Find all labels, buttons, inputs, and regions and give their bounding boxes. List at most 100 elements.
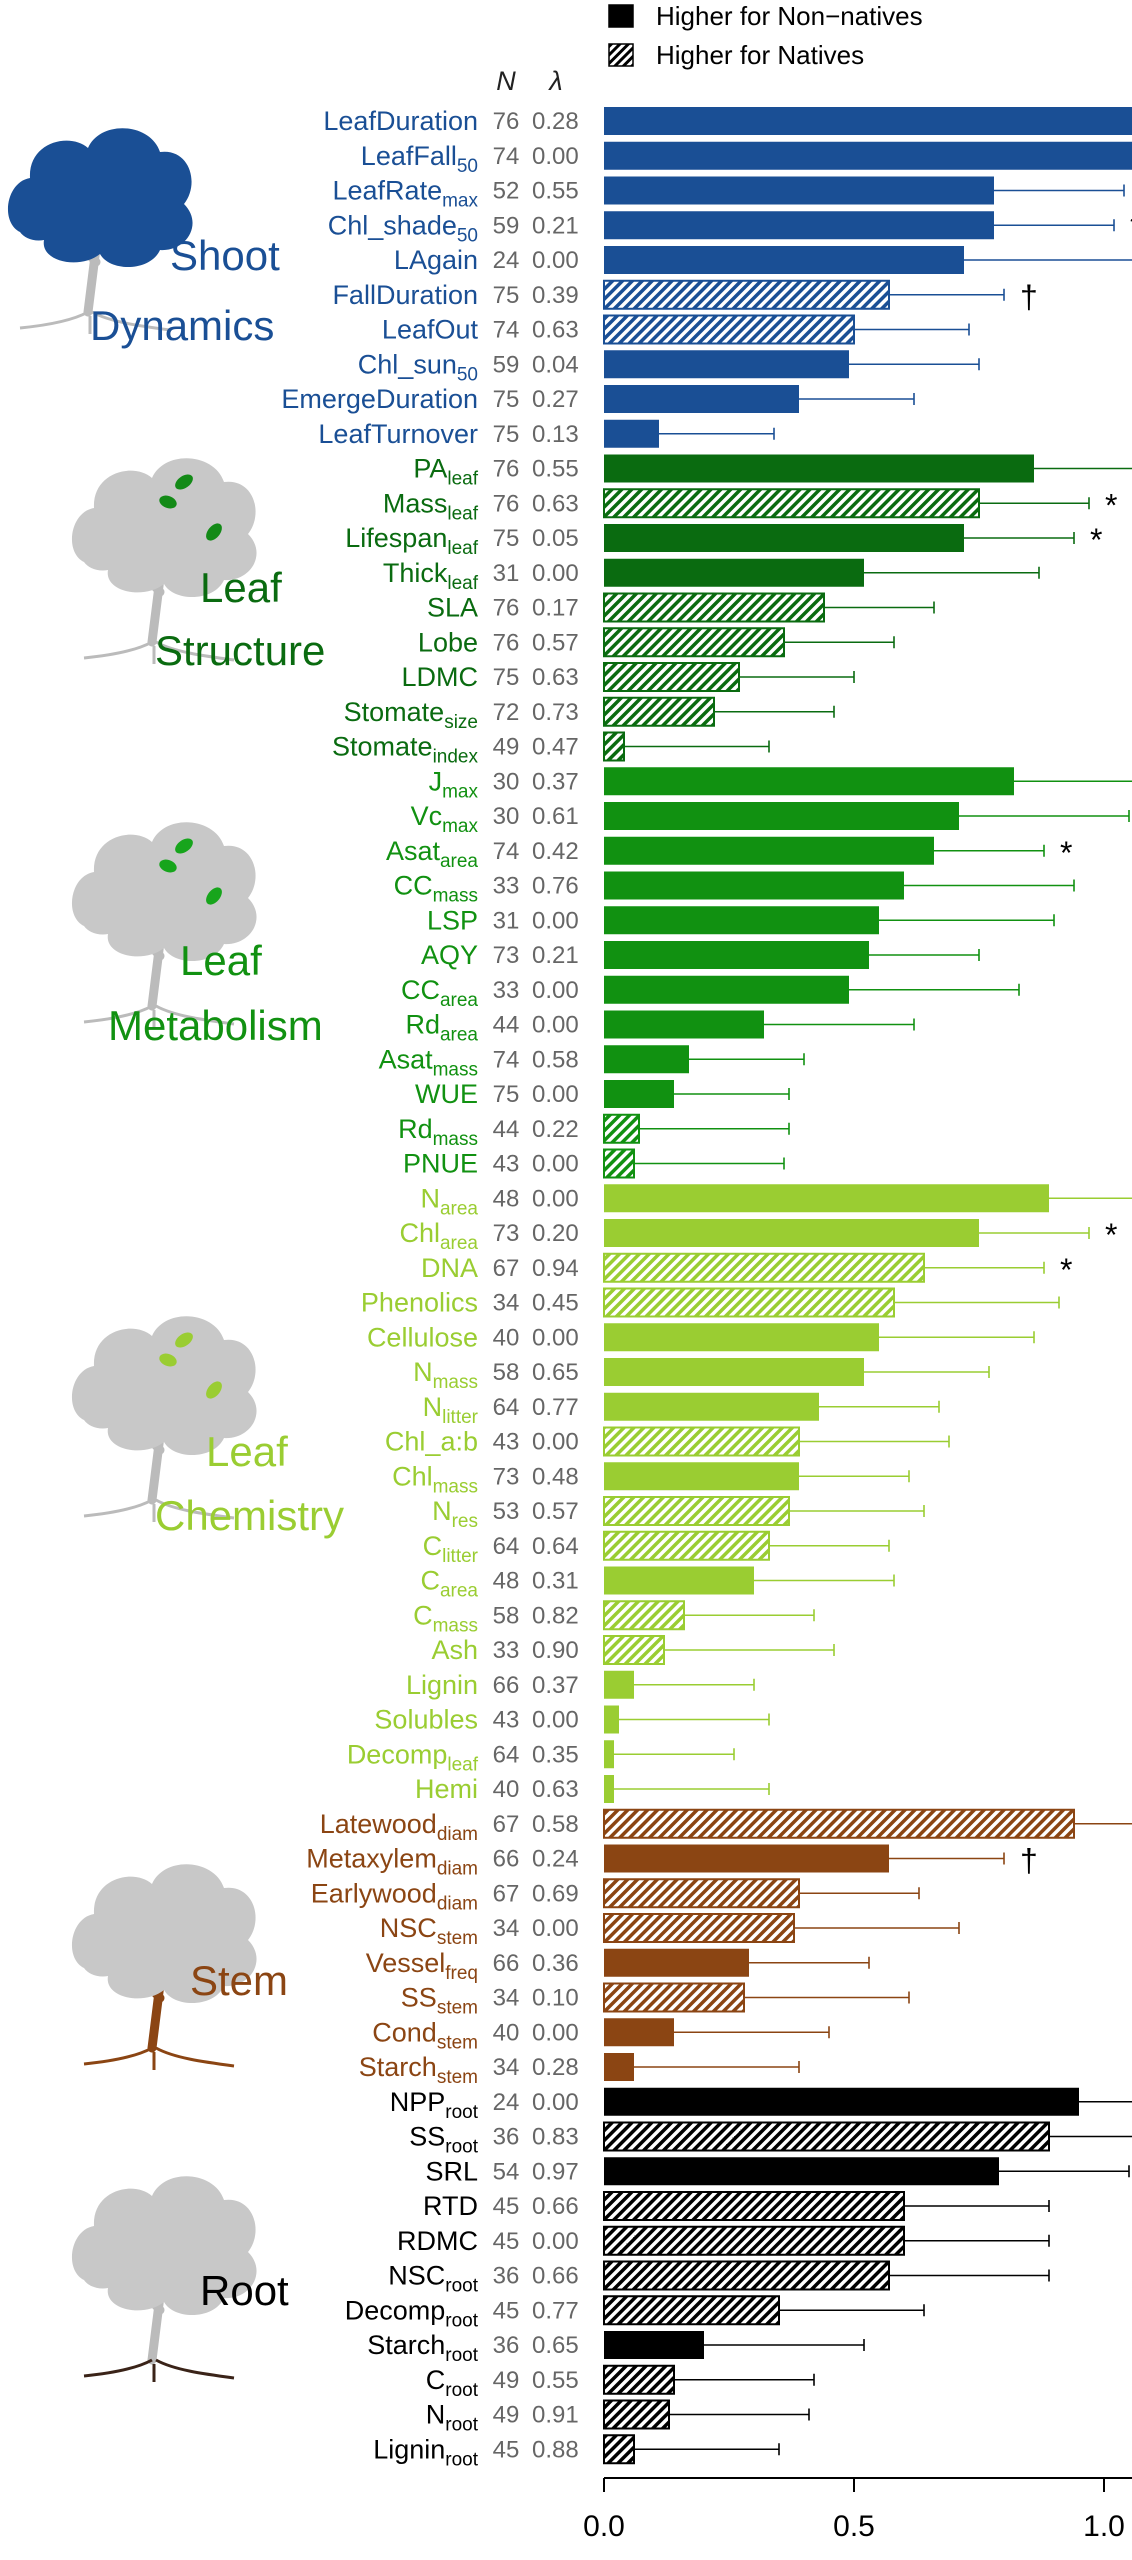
- trait-label: Chl_shade50: [328, 210, 478, 246]
- trait-label: Condstem: [372, 2017, 478, 2053]
- trait-row: LSP 31 0.00: [427, 905, 1055, 935]
- sample-size: 34: [493, 1985, 520, 2012]
- trait-row: Nmass 58 0.65: [413, 1357, 990, 1393]
- bar: [603, 2260, 890, 2291]
- trait-label: Ash: [431, 1635, 478, 1665]
- bar: [603, 1982, 745, 2013]
- trait-row: Vesselfreq 66 0.36: [366, 1948, 870, 1984]
- trait-subscript: leaf: [447, 469, 478, 490]
- trait-name: Asat: [379, 1044, 434, 1074]
- sample-size: 66: [493, 1672, 520, 1699]
- trait-name: NSC: [380, 1913, 437, 1943]
- trait-name: N: [423, 1392, 443, 1422]
- bar: [603, 1878, 800, 1909]
- trait-subscript: root: [445, 2380, 478, 2401]
- tree-icon: [71, 1864, 257, 2070]
- bar: [604, 1775, 614, 1803]
- trait-row: CCarea 33 0.00: [401, 975, 1020, 1011]
- group-name: Stem: [190, 1957, 288, 2004]
- group-name: Shoot: [170, 232, 280, 279]
- trait-rows: LeafDuration760.28***LeafFall50740.00***…: [281, 106, 1132, 2470]
- tree-roots: [83, 1498, 235, 1522]
- trait-row: Condstem 40 0.00: [372, 2017, 830, 2053]
- sample-size: 76: [493, 108, 520, 135]
- trait-row: Phenolics 34 0.45: [361, 1287, 1060, 1318]
- legend-swatch-hatched: [608, 43, 634, 67]
- significance-marker: *: [1130, 209, 1132, 245]
- sample-size: 44: [493, 1116, 520, 1143]
- bar: [603, 2364, 675, 2395]
- trait-label: Lifespanleaf: [345, 523, 478, 559]
- bar: [604, 350, 849, 379]
- sample-size: 64: [493, 1533, 520, 1560]
- trait-name: LDMC: [401, 662, 478, 692]
- trait-subscript: root: [445, 2276, 478, 2297]
- lambda-value: 0.88: [532, 2436, 579, 2463]
- bar: [603, 592, 825, 623]
- trait-label: DNA: [421, 1253, 478, 1283]
- trait-label: Rdarea: [405, 1010, 478, 1046]
- bar: [604, 454, 1034, 483]
- trait-label: LeafRatemax: [333, 176, 479, 212]
- trait-row: Solubles 43 0.00: [374, 1705, 770, 1735]
- lambda-value: 0.39: [532, 282, 579, 309]
- lambda-value: 0.21: [532, 212, 579, 239]
- trait-label: Croot: [426, 2365, 479, 2401]
- leaf-icon: [159, 1353, 177, 1367]
- lambda-value: 0.00: [532, 143, 579, 170]
- bar: [603, 2121, 1050, 2152]
- leaf-icon: [175, 838, 193, 854]
- tree-roots: [83, 2358, 235, 2382]
- group-name: Root: [200, 2267, 289, 2314]
- lambda-value: 0.27: [532, 386, 579, 413]
- lambda-value: 0.77: [532, 1394, 579, 1421]
- trait-name: Lobe: [418, 627, 478, 657]
- trait-label: CCarea: [401, 975, 478, 1011]
- lambda-value: 0.48: [532, 1463, 579, 1490]
- bar: [604, 176, 994, 205]
- sample-size: 52: [493, 178, 520, 205]
- sample-size: 75: [493, 421, 520, 448]
- x-tick-label: 1.0: [1083, 2510, 1125, 2543]
- trait-label: LeafDuration: [323, 106, 478, 136]
- trait-label: Earlywooddiam: [311, 1878, 478, 1914]
- bar: [603, 1496, 790, 1526]
- group-name: Structure: [155, 627, 325, 674]
- bar: [604, 1948, 749, 1977]
- lambda-value: 0.66: [532, 2193, 579, 2220]
- bar: [603, 488, 980, 519]
- tree-icon: [71, 1316, 257, 1522]
- trait-name: LeafTurnover: [318, 419, 478, 449]
- trait-subscript: leaf: [447, 573, 478, 594]
- sample-size: 64: [493, 1394, 520, 1421]
- trait-name: Hemi: [415, 1774, 478, 1804]
- trait-label: Thickleaf: [383, 558, 479, 594]
- trait-label: Chl_sun50: [358, 349, 478, 385]
- leaf-icon: [206, 1381, 222, 1399]
- trait-row: Chlarea 73 0.20 *: [399, 1217, 1117, 1254]
- trait-label: SSroot: [409, 2122, 478, 2158]
- tree-canopy: [71, 822, 257, 962]
- trait-row: NSCroot 36 0.66: [388, 2260, 1050, 2297]
- x-axis: 0.00.51.01.52.0: [583, 2477, 1132, 2543]
- trait-label: NSCstem: [380, 1913, 478, 1949]
- trait-subscript: res: [452, 1511, 478, 1532]
- bar: [604, 941, 869, 969]
- sample-size: 74: [493, 1046, 520, 1073]
- trait-name: RDMC: [397, 2226, 478, 2256]
- trait-label: Asatmass: [379, 1044, 478, 1080]
- bar: [603, 1913, 795, 1943]
- tree-canopy: [7, 128, 193, 268]
- bar: [604, 1010, 764, 1039]
- legend: Higher for Non−natives Higher for Natives: [608, 1, 923, 70]
- trait-row: Nres 53 0.57: [432, 1496, 925, 1532]
- bar: [604, 1219, 979, 1247]
- sample-size: 73: [493, 1463, 520, 1490]
- sample-size: 75: [493, 664, 520, 691]
- lambda-value: 0.36: [532, 1950, 579, 1977]
- trait-label: Vesselfreq: [366, 1948, 478, 1984]
- sample-size: 45: [493, 2228, 520, 2255]
- trait-label: WUE: [415, 1079, 478, 1109]
